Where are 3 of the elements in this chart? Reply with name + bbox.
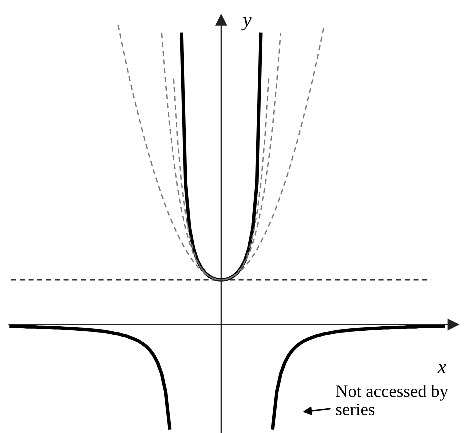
y-axis-title: y [242, 18, 252, 31]
x-axis-title: x [438, 364, 446, 374]
annotation: Not accessed by series [336, 385, 448, 416]
